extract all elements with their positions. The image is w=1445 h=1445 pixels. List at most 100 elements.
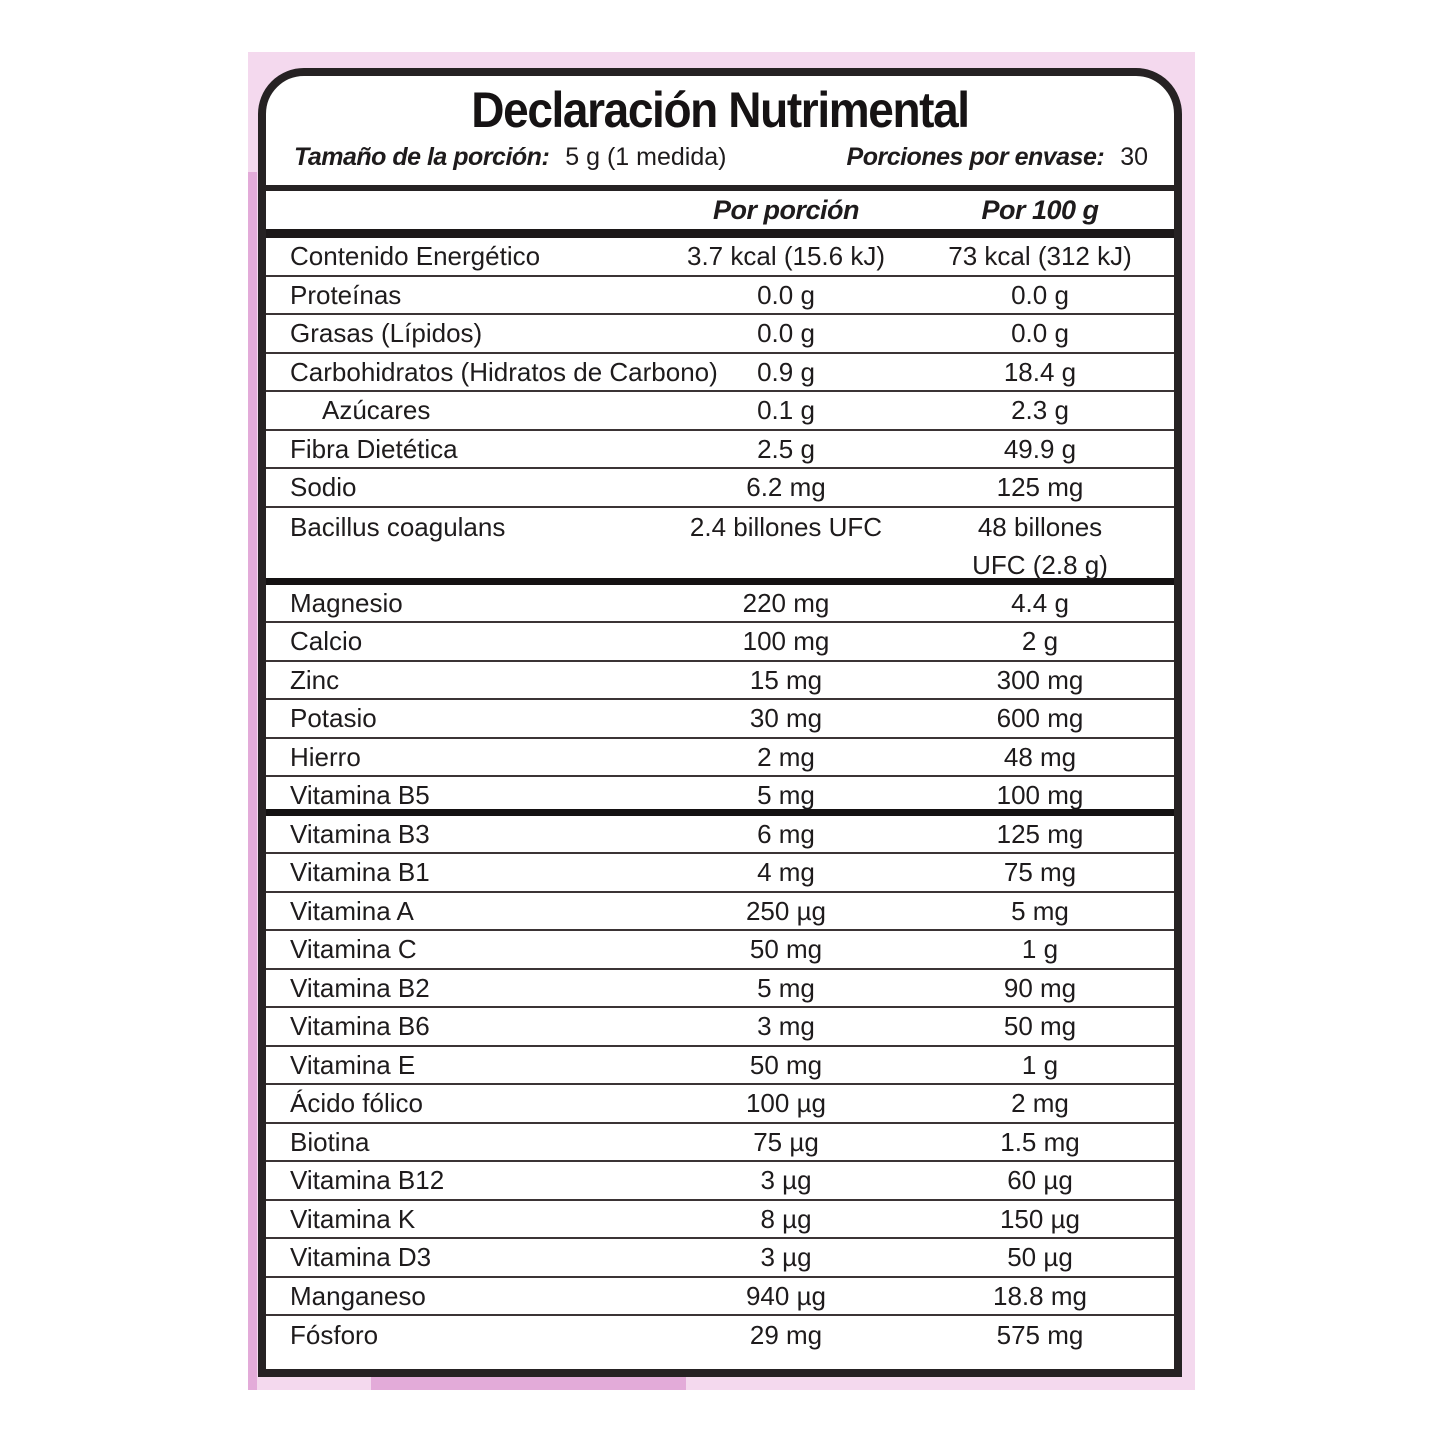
table-row: Vitamina C 50 mg 1 g: [266, 931, 1174, 970]
per-serving-value: 75 µg: [753, 1126, 819, 1157]
per-serving-value: 100 mg: [742, 626, 830, 657]
per-serving-value: 2 mg: [757, 741, 815, 772]
table-row: Bacillus coagulans 2.4 billones UFC 48 bil…: [266, 508, 1174, 585]
per-100g-value: 1 g: [1021, 1049, 1059, 1080]
table-row: Potasio 30 mg 600 mg: [266, 700, 1174, 739]
table-row: Vitamina D3 3 µg 50 µg: [266, 1239, 1174, 1278]
nutrient-label: Biotina: [290, 1126, 370, 1157]
per-100g-value: 75 mg: [1003, 857, 1077, 888]
table-row: Calcio 100 mg 2 g: [266, 623, 1174, 662]
nutrient-label: Potasio: [290, 703, 377, 734]
per-100g-value: 18.4 g: [1003, 356, 1077, 387]
table-row: Fibra Dietética 2.5 g 49.9 g: [266, 431, 1174, 469]
per-100g-value: 600 mg: [996, 703, 1084, 734]
per-serving-value: 3 mg: [757, 1011, 815, 1042]
table-row: Vitamina B2 5 mg 90 mg: [266, 970, 1174, 1008]
nutrient-label: Magnesio: [290, 587, 403, 618]
per-serving-value: 0.0 g: [757, 279, 815, 310]
servings-per-container-group: Porciones por envase: 30: [847, 142, 1148, 172]
table-row: Fósforo 29 mg 575 mg: [266, 1316, 1174, 1355]
per-serving-value: 50 mg: [749, 1049, 823, 1080]
per-100g-value: 1.5 mg: [1000, 1126, 1080, 1157]
per-serving-value: 29 mg: [749, 1320, 823, 1351]
per-serving-value: 2.5 g: [757, 433, 815, 464]
per-serving-value: 50 mg: [749, 934, 823, 965]
nutrient-label: Vitamina E: [290, 1049, 416, 1080]
table-row: Proteínas 0.0 g 0.0 g: [266, 277, 1174, 315]
table-row: Sodio 6.2 mg 125 mg: [266, 469, 1174, 508]
per-serving-value: 3.7 kcal (15.6 kJ): [687, 241, 885, 272]
nutrient-label: Vitamina C: [290, 934, 417, 965]
table-row: Contenido Energético 3.7 kcal (15.6 kJ) 73…: [266, 238, 1174, 277]
nutrient-label: Zinc: [290, 664, 340, 695]
per-serving-value: 4 mg: [757, 857, 815, 888]
column-header-per-serving: Por porción: [712, 194, 860, 225]
table-row: Biotina 75 µg 1.5 mg: [266, 1124, 1174, 1162]
per-100g-value: 48 billones UFC (2.8 g): [972, 511, 1108, 581]
table-row: Vitamina B5 5 mg 100 mg: [266, 777, 1174, 816]
per-serving-value: 15 mg: [749, 664, 823, 695]
per-100g-value: 50 µg: [1007, 1242, 1073, 1273]
table-row: Vitamina E 50 mg 1 g: [266, 1047, 1174, 1085]
per-100g-value: 100 mg: [996, 780, 1084, 810]
per-100g-value: 4.4 g: [1011, 587, 1069, 618]
nutrient-label: Sodio: [290, 472, 357, 503]
per-serving-value: 2.4 billones UFC: [689, 511, 883, 542]
per-100g-value: 60 µg: [1007, 1165, 1073, 1196]
table-row: Manganeso 940 µg 18.8 mg: [266, 1278, 1174, 1316]
per-100g-value: 2 mg: [1011, 1088, 1069, 1119]
per-100g-value: 73 kcal (312 kJ): [948, 241, 1132, 272]
per-100g-value: 90 mg: [1003, 972, 1077, 1003]
per-100g-value: 125 mg: [996, 472, 1084, 503]
nutrient-label: Carbohidratos (Hidratos de Carbono): [290, 356, 718, 387]
serving-size-value: 5 g (1 medida): [565, 143, 727, 171]
per-serving-value: 100 µg: [745, 1088, 827, 1119]
table-row: Vitamina A 250 µg 5 mg: [266, 893, 1174, 931]
per-100g-value: 50 mg: [1003, 1011, 1077, 1042]
column-header-band: Por porción Por 100 g: [266, 185, 1174, 238]
table-row: Zinc 15 mg 300 mg: [266, 662, 1174, 700]
serving-size-label: Tamaño de la porción:: [294, 143, 550, 171]
per-serving-value: 220 mg: [742, 587, 830, 618]
nutrient-label: Proteínas: [290, 279, 402, 310]
per-serving-value: 6 mg: [757, 818, 815, 849]
nutrient-label: Calcio: [290, 626, 363, 657]
per-100g-value: 5 mg: [1011, 895, 1069, 926]
nutrient-label: Ácido fólico: [290, 1088, 423, 1119]
serving-info-row: Tamaño de la porción: 5 g (1 medida) Por…: [266, 142, 1174, 172]
per-serving-value: 3 µg: [760, 1165, 812, 1196]
table-row: Grasas (Lípidos) 0.0 g 0.0 g: [266, 315, 1174, 354]
per-serving-value: 6.2 mg: [746, 472, 826, 503]
table-row: Carbohidratos (Hidratos de Carbono) 0.9 g…: [266, 354, 1174, 392]
nutrient-label: Vitamina B3: [290, 818, 430, 849]
nutrient-label: Fósforo: [290, 1320, 379, 1351]
nutrient-label: Vitamina D3: [290, 1242, 432, 1273]
table-row: Vitamina B1 4 mg 75 mg: [266, 854, 1174, 893]
per-100g-value: 575 mg: [996, 1320, 1084, 1351]
nutrient-label: Vitamina B5: [290, 780, 430, 810]
per-100g-value: 0.0 g: [1011, 279, 1069, 310]
pink-accent-left: [248, 172, 257, 1390]
table-row: Vitamina B3 6 mg 125 mg: [266, 816, 1174, 854]
table-row: Ácido fólico 100 µg 2 mg: [266, 1085, 1174, 1124]
per-100g-value: 2.3 g: [1011, 395, 1069, 426]
serving-size-group: Tamaño de la porción: 5 g (1 medida): [294, 142, 726, 172]
per-100g-value: 1 g: [1021, 934, 1059, 965]
servings-per-container-value: 30: [1120, 143, 1148, 171]
nutrient-label: Vitamina A: [290, 895, 414, 926]
nutrient-label: Manganeso: [290, 1280, 426, 1311]
nutrient-label: Grasas (Lípidos): [290, 318, 483, 349]
per-serving-value: 0.1 g: [757, 395, 815, 426]
nutrition-table-body: Contenido Energético 3.7 kcal (15.6 kJ) 73…: [266, 238, 1174, 1355]
nutrient-label: Bacillus coagulans: [290, 511, 506, 542]
nutrient-label: Contenido Energético: [290, 241, 541, 272]
nutrient-label: Vitamina B2: [290, 972, 430, 1003]
table-row: Hierro 2 mg 48 mg: [266, 739, 1174, 777]
per-serving-value: 0.9 g: [757, 356, 815, 387]
table-row: Vitamina B12 3 µg 60 µg: [266, 1162, 1174, 1201]
nutrient-label: Azúcares: [322, 395, 431, 426]
per-serving-value: 5 mg: [757, 780, 815, 810]
per-serving-value: 5 mg: [757, 972, 815, 1003]
per-serving-value: 30 mg: [749, 703, 823, 734]
nutrient-label: Fibra Dietética: [290, 433, 458, 464]
